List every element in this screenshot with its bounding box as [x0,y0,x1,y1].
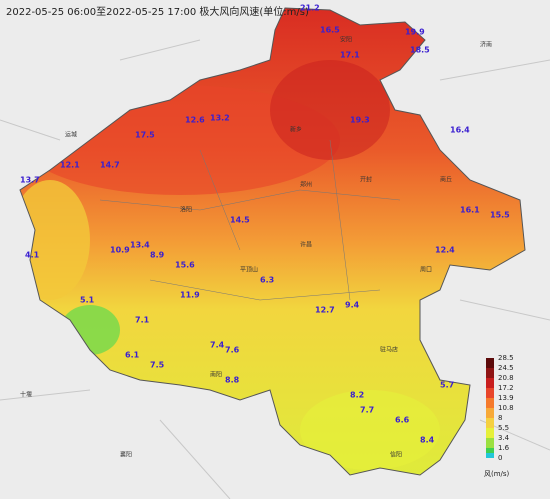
legend-label: 1.6 [498,444,510,452]
city-label: 洛阳 [180,206,192,214]
station-value: 6.3 [260,276,274,285]
legend-swatch [486,368,494,378]
station-value: 12.7 [315,306,335,315]
legend-label: 10.8 [498,404,514,412]
station-value: 7.7 [360,406,374,415]
city-label: 运城 [65,131,77,139]
station-value: 8.8 [225,376,240,385]
station-value: 14.7 [100,161,120,170]
station-value: 5.1 [80,296,95,305]
city-label: 郑州 [300,181,312,189]
station-value: 5.7 [440,381,454,390]
station-value: 6.6 [395,416,410,425]
city-label: 济南 [480,41,492,49]
city-label: 安阳 [340,36,352,44]
station-value: 16.4 [450,126,470,135]
legend-swatch [486,378,494,388]
station-value: 7.6 [225,346,240,355]
station-value: 14.5 [230,216,250,225]
station-value: 8.2 [350,391,364,400]
city-label: 南阳 [210,371,222,379]
title: 2022-05-25 06:00至2022-05-25 17:00 极大风向风速… [6,5,309,18]
legend-swatch [486,388,494,398]
station-value: 19.3 [350,116,370,125]
city-label: 商丘 [440,176,452,184]
station-value: 18.5 [410,46,430,55]
city-label: 许昌 [300,241,312,249]
legend-label: 20.8 [498,374,514,382]
legend-label: 8 [498,414,502,422]
legend-label: 0 [498,454,502,462]
station-value: 9.4 [345,301,360,310]
station-value: 12.4 [435,246,455,255]
station-value: 13.7 [20,176,40,185]
legend-label: 5.5 [498,424,509,432]
station-value: 17.5 [135,131,155,140]
station-value: 8.4 [420,436,435,445]
legend-swatch [486,428,494,438]
station-value: 4.1 [25,251,40,260]
legend-swatch [486,408,494,418]
station-value: 10.9 [110,246,130,255]
station-value: 7.1 [135,316,150,325]
legend-swatch [486,398,494,408]
station-value: 13.2 [210,114,230,123]
city-label: 信阳 [390,451,402,459]
station-value: 19.9 [405,28,425,37]
station-value: 12.1 [60,161,80,170]
legend-swatch [486,438,494,448]
legend-swatch [486,453,494,458]
city-label: 襄阳 [120,451,132,459]
station-value: 16.1 [460,206,480,215]
station-value: 11.9 [180,291,200,300]
station-value: 7.5 [150,361,165,370]
station-value: 12.6 [185,116,205,125]
legend-label: 17.2 [498,384,514,392]
station-value: 21.2 [300,4,320,13]
station-value: 13.4 [130,241,150,250]
legend-swatch [486,358,494,368]
legend-label: 3.4 [498,434,510,442]
neighbor-borders [0,39,550,499]
station-value: 16.5 [320,26,340,35]
city-label: 开封 [360,176,372,184]
station-value: 6.1 [125,351,140,360]
station-value: 15.6 [175,261,195,270]
station-value: 8.9 [150,251,165,260]
city-label: 十堰 [20,391,32,399]
legend-label: 13.9 [498,394,514,402]
legend-unit: 风(m/s) [484,470,510,478]
station-value: 7.4 [210,341,225,350]
city-label: 驻马店 [380,346,398,354]
legend-swatch [486,418,494,428]
city-label: 平顶山 [240,266,258,274]
city-label: 周口 [420,267,432,274]
legend-label: 24.5 [498,364,514,372]
station-value: 17.1 [340,51,360,60]
county-borders [99,139,401,301]
station-value: 15.5 [490,211,510,220]
legend-label: 28.5 [498,354,514,362]
city-label: 新乡 [290,126,302,134]
